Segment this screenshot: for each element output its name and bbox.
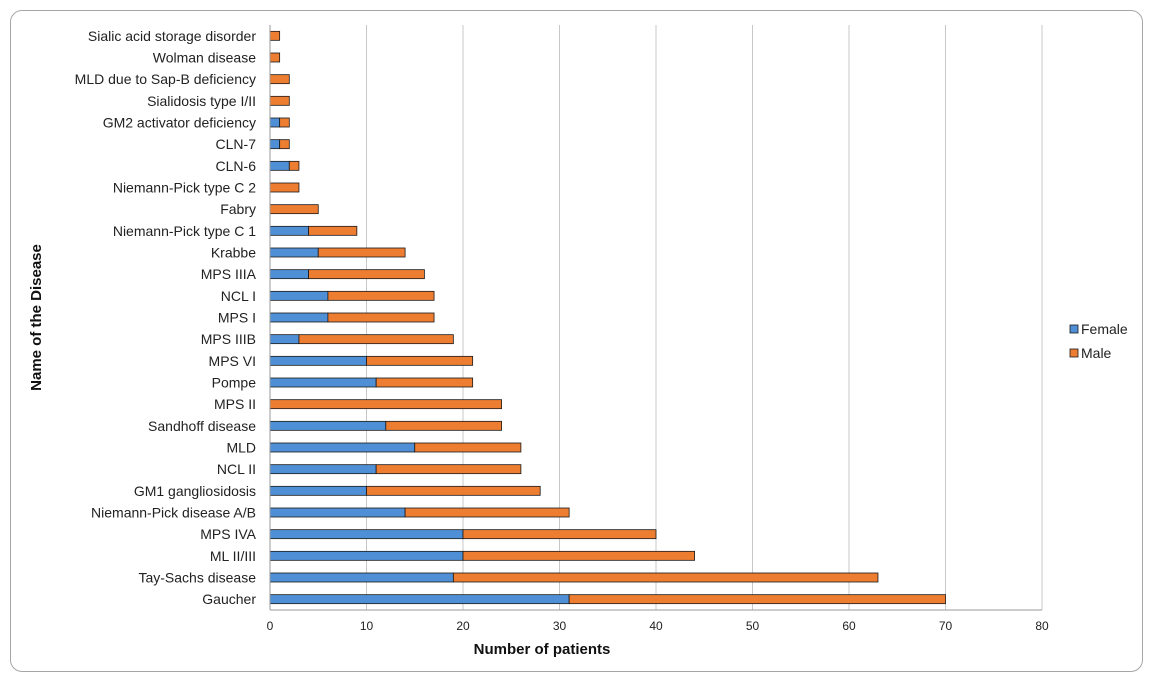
category-label: NCL I (221, 288, 256, 304)
bar-segment-female (269, 442, 416, 453)
category-label: GM1 gangliosidosis (134, 483, 256, 499)
category-label: Gaucher (202, 591, 256, 607)
category-label: MPS IVA (200, 526, 256, 542)
bar-segment-male (308, 225, 358, 236)
bar-segment-female (269, 225, 309, 236)
x-tick-label: 10 (360, 619, 374, 633)
bar-segment-male (298, 334, 454, 345)
bar-segment-male (269, 182, 300, 193)
category-label: GM2 activator deficiency (103, 115, 256, 131)
x-axis-title: Number of patients (474, 641, 611, 658)
bar-segment-male (375, 464, 522, 475)
legend-swatch-female (1069, 324, 1079, 334)
bar-segment-female (269, 355, 367, 366)
x-tick-label: 60 (842, 619, 856, 633)
category-label: Niemann-Pick type C 2 (113, 180, 256, 196)
bar-segment-female (269, 160, 290, 171)
bar-segment-male (462, 529, 657, 540)
bar-segment-male (279, 139, 290, 150)
bar-segment-male (414, 442, 522, 453)
category-label: MPS I (218, 310, 256, 326)
bar-segment-female (269, 312, 329, 323)
bar-segment-male (327, 312, 435, 323)
y-axis-title: Name of the Disease (28, 244, 45, 391)
bar-segment-female (269, 420, 387, 431)
category-label: Pompe (212, 375, 257, 391)
bar-segment-female (269, 117, 281, 128)
bar-segment-male (269, 399, 503, 410)
category-label: Tay-Sachs disease (138, 570, 256, 586)
bar-segment-male (269, 30, 281, 41)
category-label: Niemann-Pick disease A/B (91, 505, 256, 521)
bar-segment-male (327, 290, 435, 301)
bar-segment-female (269, 290, 329, 301)
bar-segment-female (269, 269, 309, 280)
category-labels: Sialic acid storage disorder Wolman disea… (75, 28, 257, 607)
bar-segment-male (279, 117, 290, 128)
category-label: MPS II (214, 396, 256, 412)
x-tick-label: 70 (939, 619, 953, 633)
category-label: Krabbe (211, 245, 256, 261)
bar-segment-male (269, 52, 281, 63)
category-label: MLD due to Sap-B deficiency (75, 71, 256, 87)
category-label: CLN-6 (216, 158, 257, 174)
bar-segment-female (269, 572, 454, 583)
bars (269, 30, 946, 605)
legend-label-male: Male (1081, 345, 1112, 361)
category-label: Fabry (220, 201, 256, 217)
bar-segment-male (375, 377, 474, 388)
x-tick-labels: 0 10 20 30 40 50 60 70 80 (267, 619, 1049, 633)
bar-segment-male (288, 160, 300, 171)
bar-segment-male (269, 74, 290, 85)
legend-swatch-male (1069, 348, 1079, 358)
category-label: CLN-7 (216, 136, 257, 152)
bar-segment-female (269, 507, 406, 518)
category-label: MPS IIIA (201, 266, 257, 282)
x-tick-label: 0 (267, 619, 274, 633)
bar-segment-male (462, 550, 696, 561)
bar-segment-female (269, 529, 464, 540)
bar-segment-male (269, 204, 319, 215)
category-label: Sandhoff disease (148, 418, 256, 434)
bar-segment-male (366, 485, 541, 496)
category-label: MPS VI (209, 353, 256, 369)
chart-frame (10, 10, 1143, 672)
bar-segment-female (269, 377, 377, 388)
bar-segment-female (269, 247, 319, 258)
category-label: ML II/III (210, 548, 256, 564)
bar-segment-male (269, 95, 290, 106)
category-label: Sialidosis type I/II (147, 93, 256, 109)
x-tick-label: 30 (553, 619, 567, 633)
x-tick-label: 80 (1035, 619, 1049, 633)
category-label: Sialic acid storage disorder (88, 28, 256, 44)
x-tick-label: 40 (649, 619, 663, 633)
gridlines (366, 25, 1043, 610)
bar-segment-female (269, 550, 464, 561)
legend: Female Male (1069, 321, 1128, 361)
bar-segment-female (269, 139, 281, 150)
bar-segment-male (404, 507, 570, 518)
bar-segment-male (385, 420, 502, 431)
category-label: MPS IIIB (201, 331, 256, 347)
bar-segment-male (568, 594, 946, 605)
category-label: NCL II (217, 461, 256, 477)
x-tick-label: 50 (746, 619, 760, 633)
bar-segment-male (308, 269, 425, 280)
x-tick-label: 20 (456, 619, 470, 633)
bar-segment-female (269, 334, 300, 345)
bar-segment-male (452, 572, 879, 583)
bar-segment-male (317, 247, 406, 258)
bar-segment-female (269, 594, 570, 605)
category-label: Niemann-Pick type C 1 (113, 223, 256, 239)
bar-segment-female (269, 464, 377, 475)
category-label: MLD (226, 440, 256, 456)
category-label: Wolman disease (153, 50, 256, 66)
bar-segment-male (366, 355, 474, 366)
legend-label-female: Female (1081, 321, 1128, 337)
bar-segment-female (269, 485, 367, 496)
